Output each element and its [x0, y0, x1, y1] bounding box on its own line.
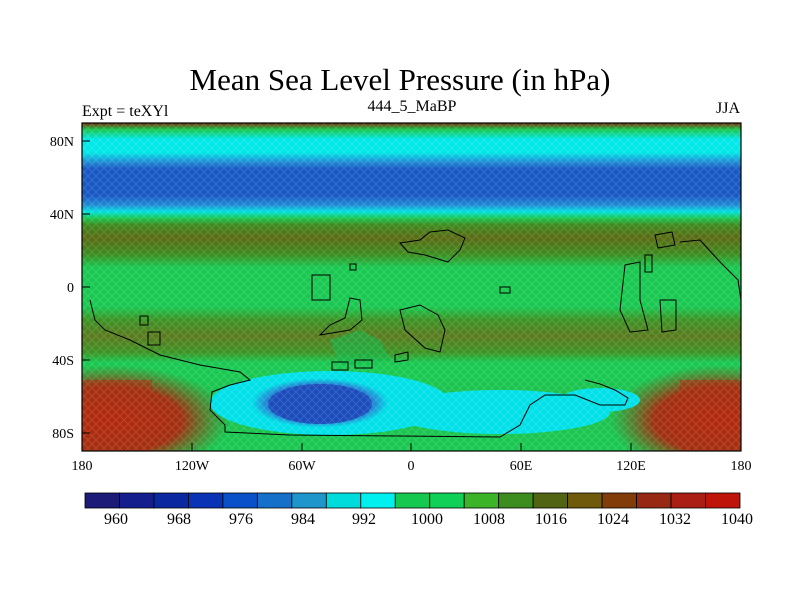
colorbar-swatch — [325, 492, 362, 509]
colorbar-swatch — [84, 492, 120, 509]
colorbar-swatch — [636, 492, 672, 509]
colorbar-swatch — [222, 492, 258, 509]
colorbar-label: 992 — [352, 511, 376, 528]
colorbar-swatch — [498, 492, 534, 509]
x-tick-label: 60W — [288, 459, 316, 474]
experiment-label: Expt = teXYl — [82, 103, 169, 120]
run-label: 444_5_MaBP — [367, 98, 457, 115]
colorbar-swatch — [705, 492, 741, 509]
colorbar-label: 1032 — [659, 511, 691, 528]
colorbar-swatch — [256, 492, 293, 509]
colorbar-labels: 960 968 976 984 992 1000 1008 1016 1024 … — [104, 511, 753, 528]
colorbar-swatch — [119, 492, 155, 509]
colorbar-label: 984 — [291, 511, 315, 528]
colorbar-swatch — [153, 492, 189, 509]
x-tick-label: 120E — [616, 459, 646, 474]
colorbar-label: 1016 — [535, 511, 567, 528]
colorbar — [84, 492, 741, 509]
coastlines — [89, 229, 741, 438]
colorbar-swatch — [360, 492, 396, 509]
y-tick-labels: 80N 40N 0 40S 80S — [50, 135, 74, 442]
colorbar-label: 1008 — [473, 511, 505, 528]
colorbar-swatch — [567, 492, 603, 509]
y-tick-label: 0 — [67, 281, 74, 296]
colorbar-swatch — [532, 492, 569, 509]
colorbar-label: 968 — [167, 511, 191, 528]
pressure-field — [82, 123, 741, 451]
colorbar-label: 960 — [104, 511, 128, 528]
y-tick-label: 40S — [52, 354, 74, 369]
colorbar-swatch — [394, 492, 431, 509]
colorbar-swatch — [429, 492, 465, 509]
x-tick-label: 180 — [731, 459, 752, 474]
y-tick-label: 80S — [52, 427, 74, 442]
y-tick-label: 40N — [50, 208, 74, 223]
axis-ticks — [81, 140, 742, 451]
colorbar-swatch — [188, 492, 224, 509]
colorbar-swatch — [670, 492, 706, 509]
colorbar-label: 1024 — [597, 511, 629, 528]
colorbar-label: 1000 — [411, 511, 443, 528]
x-tick-label: 60E — [510, 459, 533, 474]
x-tick-label: 0 — [408, 459, 415, 474]
colorbar-label: 1040 — [721, 511, 753, 528]
colorbar-label: 976 — [229, 511, 253, 528]
x-tick-labels: 180 120W 60W 0 60E 120E 180 — [72, 459, 752, 474]
colorbar-swatch — [291, 492, 327, 509]
colorbar-swatch — [601, 492, 637, 509]
x-tick-label: 180 — [72, 459, 93, 474]
season-label: JJA — [715, 100, 740, 117]
x-tick-label: 120W — [175, 459, 210, 474]
y-tick-label: 80N — [50, 135, 74, 150]
plot-title: Mean Sea Level Pressure (in hPa) — [189, 62, 611, 97]
colorbar-swatch — [463, 492, 500, 509]
